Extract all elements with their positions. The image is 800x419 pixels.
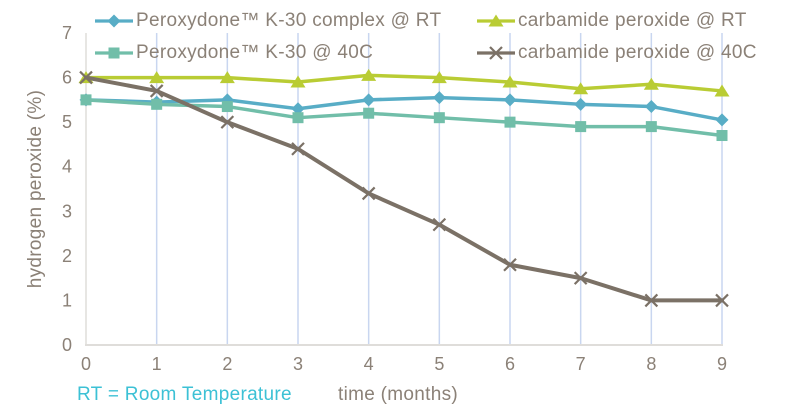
diamond-marker <box>715 113 729 127</box>
legend-label: carbamide peroxide @ 40C <box>518 42 757 63</box>
square-marker <box>108 47 120 59</box>
triangle-marker <box>290 75 306 88</box>
legend-item-peroxydone-k30-40c: Peroxydone™ K-30 @ 40C <box>95 42 477 64</box>
triangle-marker <box>643 77 659 90</box>
x-marker <box>503 257 517 272</box>
diamond-marker <box>362 93 376 107</box>
square-marker <box>221 101 233 113</box>
triangle-marker <box>714 84 730 97</box>
square-marker <box>363 107 375 119</box>
svg-text:8: 8 <box>646 354 656 374</box>
x-marker <box>79 70 93 85</box>
rt-note: RT = Room Temperature <box>77 384 292 405</box>
diamond-marker <box>107 14 121 28</box>
svg-text:2: 2 <box>62 246 72 266</box>
legend-marker-diamond-icon <box>95 14 133 28</box>
x-marker <box>432 217 447 232</box>
svg-text:5: 5 <box>434 354 444 374</box>
triangle-marker <box>488 14 504 27</box>
series-line <box>84 75 724 303</box>
legend-marker-x-icon <box>477 46 515 60</box>
x-marker <box>489 46 503 60</box>
diamond-marker <box>574 97 588 111</box>
x-marker <box>361 186 376 201</box>
triangle-marker <box>149 71 165 84</box>
square-marker <box>80 94 92 106</box>
series-line <box>84 95 724 122</box>
series-0 <box>79 91 729 127</box>
svg-text:7: 7 <box>62 23 72 43</box>
square-marker <box>504 116 516 128</box>
legend-item-carbamide-peroxide-40c: carbamide peroxide @ 40C <box>477 42 757 64</box>
triangle-marker <box>219 71 235 84</box>
x-marker <box>220 115 235 129</box>
square-marker <box>716 130 728 142</box>
legend-label: Peroxydone™ K-30 @ 40C <box>136 42 374 63</box>
svg-text:9: 9 <box>717 354 727 374</box>
legend-label: Peroxydone™ K-30 complex @ RT <box>136 10 442 31</box>
triangle-marker <box>573 82 589 95</box>
legend-label: carbamide peroxide @ RT <box>518 10 747 31</box>
legend-item-peroxydone-k30-complex-rt: Peroxydone™ K-30 complex @ RT <box>95 10 477 32</box>
triangle-marker <box>431 71 447 84</box>
legend: Peroxydone™ K-30 complex @ RT carbamide … <box>95 5 757 69</box>
x-marker <box>644 293 659 308</box>
diamond-marker <box>291 102 305 116</box>
y-axis-title: hydrogen peroxide (%) <box>25 89 46 289</box>
square-marker <box>151 98 163 110</box>
svg-text:1: 1 <box>62 290 72 310</box>
x-marker <box>291 142 305 156</box>
svg-text:4: 4 <box>364 354 374 374</box>
series-2 <box>78 68 730 97</box>
x-axis-title: time (months) <box>338 384 459 405</box>
svg-text:2: 2 <box>222 354 232 374</box>
x-marker <box>573 271 588 285</box>
svg-text:0: 0 <box>62 335 72 355</box>
series-3 <box>79 70 729 308</box>
svg-text:1: 1 <box>152 354 162 374</box>
series-line <box>84 73 724 93</box>
svg-text:6: 6 <box>62 68 72 88</box>
diamond-marker <box>432 91 446 105</box>
x-marker <box>715 293 729 308</box>
svg-text:3: 3 <box>62 201 72 221</box>
legend-marker-triangle-icon <box>477 14 515 27</box>
triangle-marker <box>361 68 377 81</box>
svg-text:5: 5 <box>62 112 72 132</box>
y-tick-labels: 0 1 2 3 4 5 6 7 <box>62 23 72 355</box>
x-tick-labels: 0 1 2 3 4 5 6 7 8 9 <box>81 354 727 374</box>
diamond-marker <box>503 93 517 107</box>
square-marker <box>292 112 304 124</box>
x-marker <box>149 84 164 98</box>
legend-item-carbamide-peroxide-rt: carbamide peroxide @ RT <box>477 10 757 32</box>
svg-text:4: 4 <box>62 157 72 177</box>
triangle-marker <box>502 75 518 88</box>
svg-text:7: 7 <box>576 354 586 374</box>
svg-text:0: 0 <box>81 354 91 374</box>
diamond-marker <box>644 100 658 114</box>
svg-text:3: 3 <box>293 354 303 374</box>
svg-text:6: 6 <box>505 354 515 374</box>
square-marker <box>645 121 657 133</box>
legend-marker-square-icon <box>95 47 133 59</box>
square-marker <box>575 121 587 133</box>
square-marker <box>433 112 445 124</box>
